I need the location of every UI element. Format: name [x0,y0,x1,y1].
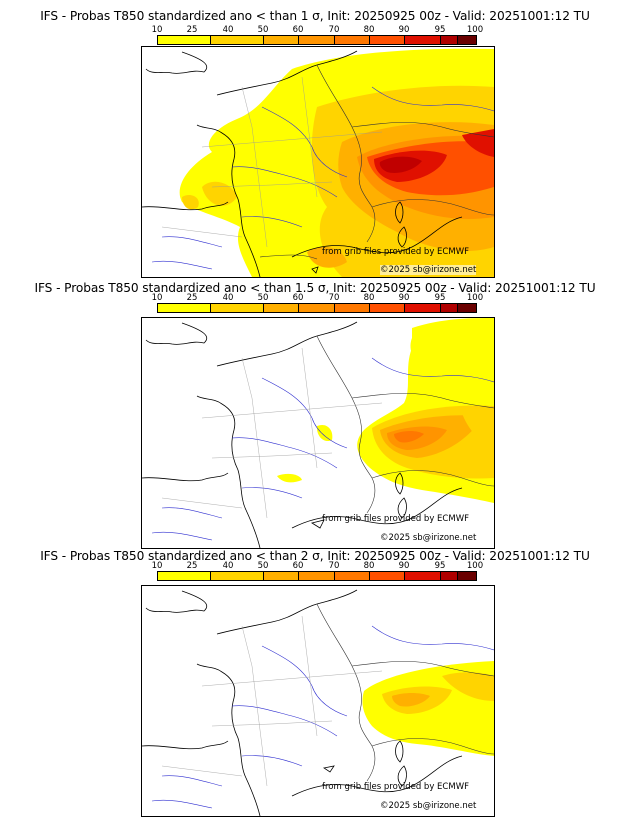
data-credit: from grib files provided by ECMWF [322,514,469,524]
colorbar-swatch [158,36,211,44]
tick-label: 70 [328,25,340,35]
data-credit: from grib files provided by ECMWF [322,782,469,792]
colorbar-swatch [369,304,406,312]
colorbar-swatch [369,36,406,44]
colorbar-swatch [458,572,476,580]
colorbar-swatch [299,572,335,580]
colorbar [157,571,477,581]
map-graphic [142,318,494,548]
copyright: ©2025 sb@irizone.net [380,801,477,811]
colorbar-swatch [264,304,300,312]
tick-label: 100 [466,25,484,35]
colorbar [157,35,477,45]
panel-title: IFS - Probas T850 standardized ano < tha… [40,549,590,563]
colorbar-ticks: 10 25 40 50 60 70 80 90 95 100 [152,25,484,35]
tick-label: 80 [363,25,375,35]
probability-map: from grib files provided by ECMWF ©2025 … [141,317,495,549]
tick-label: 40 [222,293,234,303]
tick-label: 60 [292,25,304,35]
colorbar-swatch [211,572,264,580]
tick-label: 80 [363,561,375,571]
colorbar-swatch [158,304,211,312]
probability-map: from grib files provided by ECMWF ©2025 … [141,585,495,817]
colorbar-swatch [158,572,211,580]
tick-label: 80 [363,293,375,303]
tick-label: 95 [434,293,446,303]
tick-label: 60 [292,293,304,303]
colorbar-swatch [264,572,300,580]
tick-label: 95 [434,561,446,571]
copyright: ©2025 sb@irizone.net [380,265,477,275]
panel-title: IFS - Probas T850 standardized ano < tha… [40,9,590,23]
colorbar-swatch [211,36,264,44]
colorbar-swatch [440,36,459,44]
tick-label: 95 [434,25,446,35]
map-graphic [142,589,494,816]
map-panel-1: IFS - Probas T850 standardized ano < tha… [0,0,630,280]
colorbar [157,303,477,313]
tick-label: 10 [151,25,163,35]
colorbar-ticks: 10 25 40 50 60 70 80 90 95 100 [152,561,484,571]
copyright: ©2025 sb@irizone.net [380,533,477,543]
colorbar-swatch [299,36,335,44]
colorbar-swatch [264,36,300,44]
tick-label: 50 [257,293,269,303]
colorbar-swatch [334,572,370,580]
colorbar-ticks: 10 25 40 50 60 70 80 90 95 100 [152,293,484,303]
tick-label: 25 [186,293,198,303]
tick-label: 50 [257,25,269,35]
colorbar-swatch [458,36,476,44]
colorbar-swatch [405,36,441,44]
tick-label: 40 [222,25,234,35]
tick-label: 90 [398,561,410,571]
tick-label: 90 [398,293,410,303]
tick-label: 40 [222,561,234,571]
colorbar-swatch [458,304,476,312]
colorbar-swatch [440,304,459,312]
tick-label: 100 [466,561,484,571]
probability-map: from grib files provided by ECMWF ©2025 … [141,46,495,278]
tick-label: 50 [257,561,269,571]
tick-label: 60 [292,561,304,571]
colorbar-swatch [405,572,441,580]
map-panel-2: IFS - Probas T850 standardized ano < tha… [0,276,630,556]
tick-label: 10 [151,293,163,303]
tick-label: 25 [186,561,198,571]
tick-label: 10 [151,561,163,571]
tick-label: 70 [328,293,340,303]
colorbar-swatch [369,572,406,580]
panel-title: IFS - Probas T850 standardized ano < tha… [34,281,596,295]
colorbar-swatch [440,572,459,580]
colorbar-swatch [211,304,264,312]
tick-label: 90 [398,25,410,35]
tick-label: 100 [466,293,484,303]
data-credit: from grib files provided by ECMWF [322,247,469,257]
colorbar-swatch [299,304,335,312]
tick-label: 25 [186,25,198,35]
map-panel-3: IFS - Probas T850 standardized ano < tha… [0,546,630,828]
tick-label: 70 [328,561,340,571]
colorbar-swatch [334,36,370,44]
colorbar-swatch [334,304,370,312]
colorbar-swatch [405,304,441,312]
map-graphic [142,48,494,277]
